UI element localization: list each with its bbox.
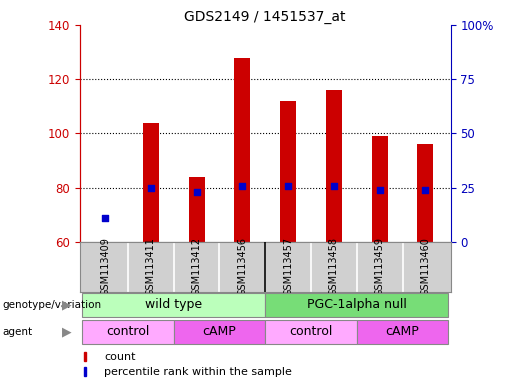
Text: GSM113411: GSM113411 bbox=[146, 237, 156, 296]
Text: GSM113456: GSM113456 bbox=[237, 237, 247, 296]
Point bbox=[421, 187, 430, 193]
Bar bbox=[143, 122, 159, 242]
Title: GDS2149 / 1451537_at: GDS2149 / 1451537_at bbox=[184, 10, 346, 24]
Bar bbox=[83, 352, 85, 361]
Bar bbox=[83, 367, 85, 376]
Bar bbox=[265, 320, 357, 344]
Point bbox=[284, 182, 292, 189]
Text: cAMP: cAMP bbox=[202, 325, 236, 338]
Text: wild type: wild type bbox=[145, 298, 202, 311]
Bar bbox=[418, 144, 434, 242]
Text: GSM113460: GSM113460 bbox=[420, 237, 431, 296]
Bar bbox=[357, 320, 449, 344]
Point bbox=[238, 182, 247, 189]
Bar bbox=[265, 293, 449, 317]
Point bbox=[375, 187, 384, 193]
Text: GSM113412: GSM113412 bbox=[192, 237, 201, 296]
Text: percentile rank within the sample: percentile rank within the sample bbox=[104, 367, 292, 377]
Bar bbox=[326, 90, 342, 242]
Text: GSM113457: GSM113457 bbox=[283, 237, 293, 296]
Bar bbox=[82, 320, 174, 344]
Text: control: control bbox=[289, 325, 333, 338]
Bar bbox=[82, 293, 265, 317]
Text: GSM113409: GSM113409 bbox=[100, 237, 110, 296]
Bar bbox=[280, 101, 296, 242]
Bar bbox=[234, 58, 250, 242]
Bar bbox=[174, 320, 265, 344]
Text: genotype/variation: genotype/variation bbox=[3, 300, 101, 310]
Text: agent: agent bbox=[3, 327, 32, 337]
Point bbox=[330, 182, 338, 189]
Text: count: count bbox=[104, 352, 135, 362]
Point bbox=[147, 185, 155, 191]
Text: GSM113459: GSM113459 bbox=[375, 237, 385, 296]
Text: cAMP: cAMP bbox=[386, 325, 419, 338]
Text: ▶: ▶ bbox=[62, 299, 72, 312]
Point bbox=[101, 215, 109, 221]
Bar bbox=[372, 136, 388, 242]
Text: ▶: ▶ bbox=[62, 326, 72, 339]
Text: control: control bbox=[106, 325, 149, 338]
Bar bbox=[188, 177, 204, 242]
Point bbox=[193, 189, 201, 195]
Text: PGC-1alpha null: PGC-1alpha null bbox=[307, 298, 407, 311]
Text: GSM113458: GSM113458 bbox=[329, 237, 339, 296]
